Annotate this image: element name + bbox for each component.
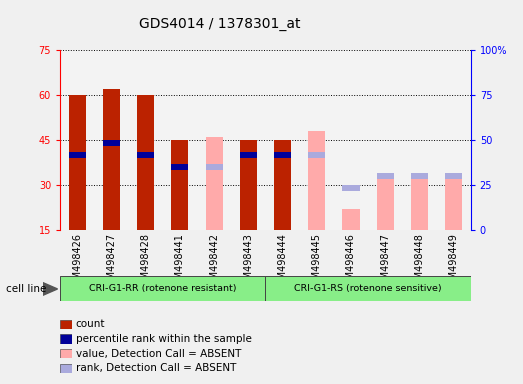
- Bar: [172, 140, 188, 230]
- Bar: [343, 185, 359, 191]
- Bar: [129, 50, 163, 230]
- Bar: [137, 152, 154, 158]
- Bar: [265, 276, 471, 301]
- Bar: [206, 164, 223, 170]
- Bar: [206, 137, 223, 230]
- Bar: [94, 50, 129, 230]
- Bar: [163, 50, 197, 230]
- Bar: [172, 164, 188, 170]
- Bar: [69, 95, 86, 230]
- Bar: [60, 50, 94, 230]
- Bar: [231, 50, 266, 230]
- Bar: [334, 50, 368, 230]
- Text: value, Detection Call = ABSENT: value, Detection Call = ABSENT: [76, 349, 241, 359]
- Bar: [437, 50, 471, 230]
- Bar: [411, 176, 428, 230]
- Bar: [343, 209, 359, 230]
- Bar: [402, 50, 437, 230]
- Bar: [240, 152, 257, 158]
- Bar: [69, 152, 86, 158]
- Bar: [274, 167, 291, 230]
- Text: count: count: [76, 319, 105, 329]
- Bar: [300, 50, 334, 230]
- Text: cell line: cell line: [6, 284, 47, 294]
- Bar: [377, 173, 394, 179]
- Text: CRI-G1-RS (rotenone sensitive): CRI-G1-RS (rotenone sensitive): [294, 285, 442, 293]
- Text: rank, Detection Call = ABSENT: rank, Detection Call = ABSENT: [76, 363, 236, 373]
- Bar: [266, 50, 300, 230]
- Bar: [274, 152, 291, 158]
- Text: CRI-G1-RR (rotenone resistant): CRI-G1-RR (rotenone resistant): [89, 285, 236, 293]
- Bar: [445, 176, 462, 230]
- Text: percentile rank within the sample: percentile rank within the sample: [76, 334, 252, 344]
- Bar: [308, 131, 325, 230]
- Bar: [377, 176, 394, 230]
- Bar: [274, 140, 291, 230]
- Bar: [411, 173, 428, 179]
- Bar: [308, 152, 325, 158]
- Bar: [103, 89, 120, 230]
- Bar: [240, 140, 257, 230]
- Bar: [103, 140, 120, 146]
- Bar: [197, 50, 231, 230]
- Polygon shape: [43, 283, 58, 295]
- Bar: [137, 95, 154, 230]
- Text: GDS4014 / 1378301_at: GDS4014 / 1378301_at: [139, 17, 300, 31]
- Bar: [60, 276, 265, 301]
- Bar: [368, 50, 402, 230]
- Bar: [445, 173, 462, 179]
